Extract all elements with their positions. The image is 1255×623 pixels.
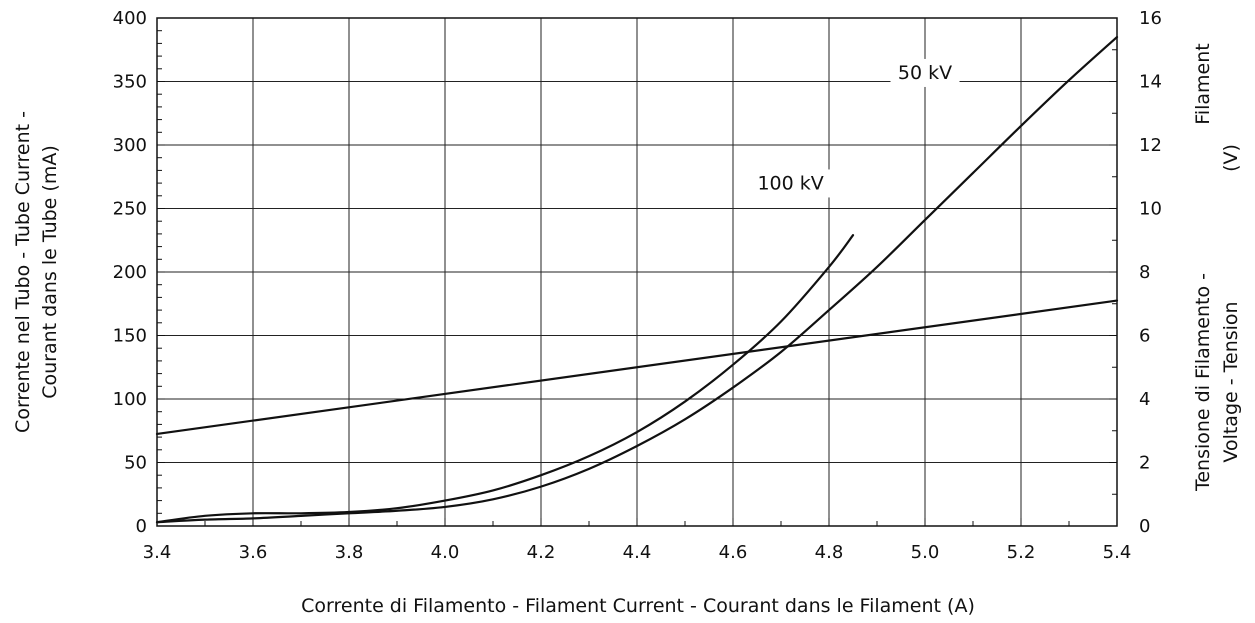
y-right-axis-title-line2: Voltage - Tension xyxy=(1220,301,1242,462)
series-line-filament-voltage xyxy=(155,299,1119,436)
y-left-tick-label: 350 xyxy=(113,72,147,93)
y-right-tick-label: 12 xyxy=(1139,135,1162,156)
x-axis-title: Corrente di Filamento - Filament Current… xyxy=(301,595,975,617)
series-line-100-kv xyxy=(155,234,855,524)
y-left-axis-title-line2: Courant dans le Tube (mA) xyxy=(39,145,61,399)
x-tick-label: 5.0 xyxy=(911,542,940,563)
y-right-tick-label: 4 xyxy=(1139,389,1150,410)
x-tick-label: 3.6 xyxy=(239,542,268,563)
series-label-50-kv: 50 kV xyxy=(898,62,952,84)
y-right-tick-label: 10 xyxy=(1139,199,1162,220)
y-left-tick-label: 150 xyxy=(113,326,147,347)
y-right-tick-label: 0 xyxy=(1139,516,1150,537)
y-right-tick-label: 14 xyxy=(1139,72,1162,93)
y-left-tick-label: 50 xyxy=(124,453,147,474)
y-left-tick-label: 250 xyxy=(113,199,147,220)
plot-frame xyxy=(156,17,1118,527)
y-right-axis-title-line1: Tensione di Filamento - xyxy=(1192,273,1214,492)
y-left-tick-label: 200 xyxy=(113,262,147,283)
y-right-tick-label: 16 xyxy=(1139,8,1162,29)
x-tick-label: 4.2 xyxy=(527,542,556,563)
y-right-tick-label: 2 xyxy=(1139,453,1150,474)
y-left-tick-label: 300 xyxy=(113,135,147,156)
y-left-tick-labels: 0 50 100 150 200 250 300 350 400 xyxy=(113,8,147,537)
x-tick-label: 3.8 xyxy=(335,542,364,563)
series-line-50-kv xyxy=(155,35,1119,524)
y-right-axis-title-filament: Filament xyxy=(1192,43,1214,124)
y-right-tick-labels: 0 2 4 6 8 10 12 14 16 xyxy=(1139,8,1162,537)
x-tick-label: 5.2 xyxy=(1007,542,1036,563)
y-left-tick-label: 400 xyxy=(113,8,147,29)
y-right-tick-label: 8 xyxy=(1139,262,1150,283)
x-tick-labels: 3.4 3.6 3.8 4.0 4.2 4.4 4.6 4.8 5.0 5.2 5.4 xyxy=(143,542,1132,563)
x-tick-label: 5.4 xyxy=(1103,542,1132,563)
series-label-bg-50-kv xyxy=(890,58,960,87)
y-left-tick-label: 0 xyxy=(136,516,147,537)
annotation-layer: 50 kV 100 kV xyxy=(750,58,960,198)
series-label-bg-100-kv xyxy=(750,169,831,198)
series-label-100-kv: 100 kV xyxy=(757,172,823,194)
y-right-tick-label: 6 xyxy=(1139,326,1150,347)
x-tick-label: 4.8 xyxy=(815,542,844,563)
y-right-axis-title-unit: (V) xyxy=(1220,144,1242,172)
x-tick-label: 4.0 xyxy=(431,542,460,563)
grid xyxy=(157,18,1117,526)
y-left-tick-label: 100 xyxy=(113,389,147,410)
series-layer xyxy=(155,35,1119,524)
y-left-axis-title-line1: Corrente nel Tubo - Tube Current - xyxy=(12,111,34,433)
x-tick-label: 4.6 xyxy=(719,542,748,563)
x-tick-label: 4.4 xyxy=(623,542,652,563)
x-tick-label: 3.4 xyxy=(143,542,172,563)
